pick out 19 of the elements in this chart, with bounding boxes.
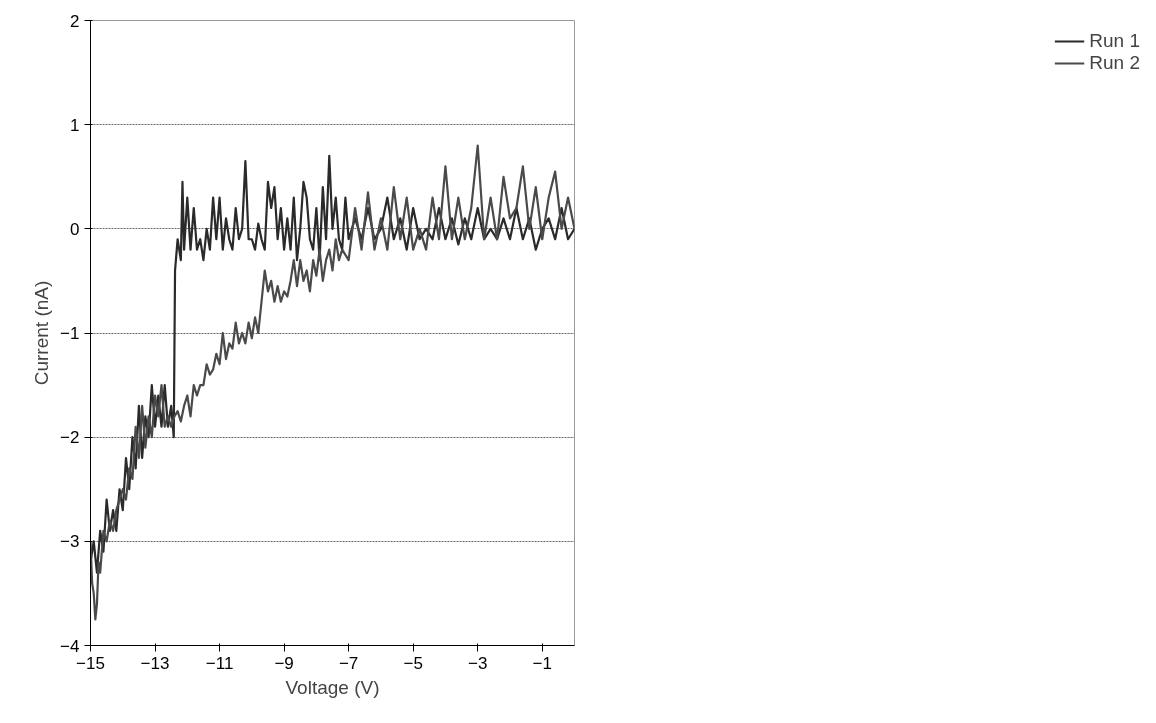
x-tick-label: −7 bbox=[338, 653, 359, 673]
y-tick-label: −2 bbox=[60, 428, 80, 448]
x-tick-label: −3 bbox=[468, 653, 488, 673]
x-tick-label: −13 bbox=[140, 653, 170, 673]
y-axis-title: Current (nA) bbox=[31, 280, 53, 386]
x-tick-label: −11 bbox=[205, 653, 234, 673]
y-tick-label: 2 bbox=[70, 11, 80, 31]
y-tick-label: −3 bbox=[60, 532, 80, 552]
x-tick-label: −9 bbox=[274, 653, 294, 673]
x-axis-title: Voltage (V) bbox=[285, 676, 380, 698]
x-tick-label: −15 bbox=[76, 653, 105, 673]
y-tick-label: −1 bbox=[60, 324, 80, 343]
y-tick-label: 1 bbox=[70, 115, 80, 135]
y-tick-label: 0 bbox=[70, 219, 80, 239]
legend-label: Run 1 bbox=[1089, 30, 1140, 52]
x-tick-label: −5 bbox=[403, 653, 423, 673]
x-tick-label: −1 bbox=[532, 653, 552, 673]
legend-label: Run 2 bbox=[1089, 52, 1140, 74]
y-tick-label: −4 bbox=[60, 636, 80, 656]
